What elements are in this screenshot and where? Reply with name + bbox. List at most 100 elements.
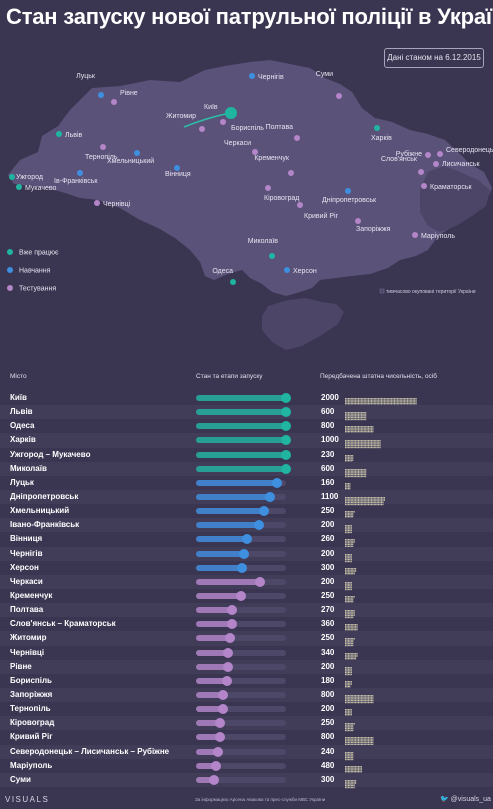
stage-track xyxy=(196,491,286,502)
map-marker xyxy=(94,200,100,206)
row-city: Маріуполь xyxy=(10,760,53,770)
row-count: 300 xyxy=(321,562,335,572)
map-marker xyxy=(111,99,117,105)
row-count: 200 xyxy=(321,704,335,714)
header-count: Передбачена штатна чисельність, осіб xyxy=(320,373,437,380)
map-marker xyxy=(220,119,226,125)
map-city-label: Суми xyxy=(316,71,333,78)
map-city-label: Рубіжне xyxy=(396,150,422,158)
stage-knob xyxy=(281,407,291,418)
stage-track xyxy=(196,449,291,460)
table-row: Северодонецьк – Лисичанськ – Рубіжне 240 xyxy=(0,744,493,760)
map-city-label: Львів xyxy=(65,131,83,139)
twitter-handle[interactable]: 🐦 @visuals_ua xyxy=(440,795,491,803)
row-city: Вінниця xyxy=(10,534,43,544)
map-marker xyxy=(412,232,418,238)
stage-knob xyxy=(223,661,234,672)
stage-fill xyxy=(196,649,229,656)
stage-track xyxy=(196,704,286,715)
stage-track xyxy=(196,718,286,729)
ukraine-territory xyxy=(8,60,492,296)
row-count: 200 xyxy=(321,661,335,671)
row-city: Суми xyxy=(10,774,31,784)
map-marker xyxy=(336,93,342,99)
map-city-label: Полтава xyxy=(266,124,294,131)
table-row: Тернопіль 200 xyxy=(0,702,493,718)
row-count: 800 xyxy=(321,732,335,742)
table-row: Житомир 250 xyxy=(0,631,493,647)
stage-track xyxy=(196,435,291,446)
bird-icon: 🐦 xyxy=(440,796,449,803)
count-dots xyxy=(345,394,417,407)
row-city: Полтава xyxy=(10,605,44,615)
legend-label: Тестування xyxy=(19,286,56,293)
map-marker xyxy=(355,218,361,224)
row-count: 180 xyxy=(321,675,335,685)
table-row: Хмельницький 250 xyxy=(0,504,493,520)
table-row: Вінниця 260 xyxy=(0,532,493,548)
map-marker xyxy=(269,253,275,259)
row-city: Чернівці xyxy=(10,647,45,657)
date-badge: Дані станом на 6.12.2015 xyxy=(384,48,484,68)
table-row: Черкаси 200 xyxy=(0,574,493,591)
stage-track xyxy=(196,605,286,616)
count-dots xyxy=(345,592,355,605)
source-note: За інформацією Арсена Авакова та прес-сл… xyxy=(195,797,326,802)
map-city-label: Ужгород xyxy=(16,174,43,181)
occupied-note: тимчасово окуповані території України xyxy=(386,289,476,295)
stage-fill xyxy=(196,423,286,430)
row-city: Івано-Франківськ xyxy=(10,520,80,530)
stage-fill xyxy=(196,395,286,401)
stage-knob xyxy=(254,520,264,531)
row-city: Київ xyxy=(10,393,27,402)
count-dots xyxy=(345,620,358,633)
stage-fill xyxy=(196,748,218,755)
legend-item: Тестування xyxy=(7,285,56,293)
stage-fill xyxy=(196,479,277,486)
row-city: Миколаїв xyxy=(10,463,47,473)
stage-knob xyxy=(264,491,275,502)
stage-track xyxy=(196,590,286,601)
table-row: Дніпропетровськ 1100 xyxy=(0,489,493,506)
row-count: 600 xyxy=(321,463,335,473)
count-dots xyxy=(345,748,354,760)
stage-fill xyxy=(196,762,216,769)
count-dots xyxy=(345,691,374,704)
row-count: 270 xyxy=(321,605,335,615)
row-city: Запоріжжя xyxy=(10,689,53,699)
legend-dot xyxy=(7,285,13,291)
map-marker xyxy=(199,126,205,132)
row-count: 250 xyxy=(321,590,335,600)
row-count: 1100 xyxy=(321,491,339,501)
crimea xyxy=(262,298,344,350)
row-city: Северодонецьк – Лисичанськ – Рубіжне xyxy=(10,746,170,756)
stage-fill xyxy=(196,621,232,628)
map-city-label: Хмельницький xyxy=(107,157,154,165)
stage-track xyxy=(196,548,286,559)
count-dots xyxy=(345,550,352,562)
stage-fill xyxy=(196,451,286,458)
map-city-label: Луцьк xyxy=(76,73,96,80)
count-dots xyxy=(345,762,362,774)
stage-knob xyxy=(281,463,291,474)
row-count: 1000 xyxy=(321,435,339,445)
row-count: 200 xyxy=(321,520,335,530)
map-city-label: Рівне xyxy=(120,89,138,97)
stage-knob xyxy=(218,704,228,715)
map-markers: Київ Бориспіль Житомир Чернігів Суми Луцьк Рів… xyxy=(9,71,493,285)
page-title: Стан запуску нової патрульної поліції в … xyxy=(6,4,493,29)
stage-fill xyxy=(196,691,223,698)
row-count: 360 xyxy=(321,619,335,629)
stage-knob xyxy=(242,534,253,545)
stage-knob xyxy=(258,506,269,517)
row-city: Слов'янськ – Краматорськ xyxy=(10,619,116,629)
count-dots xyxy=(345,436,381,449)
header-city: Місто xyxy=(10,373,27,380)
row-count: 250 xyxy=(321,506,335,516)
stage-fill xyxy=(196,663,229,670)
table-row: Івано-Франківськ 200 xyxy=(0,518,493,534)
stage-fill xyxy=(196,720,221,727)
ukraine-map: Київ Бориспіль Житомир Чернігів Суми Луцьк Рів… xyxy=(7,60,493,350)
row-count: 300 xyxy=(321,774,335,784)
legend-item: Навчання xyxy=(7,267,51,275)
